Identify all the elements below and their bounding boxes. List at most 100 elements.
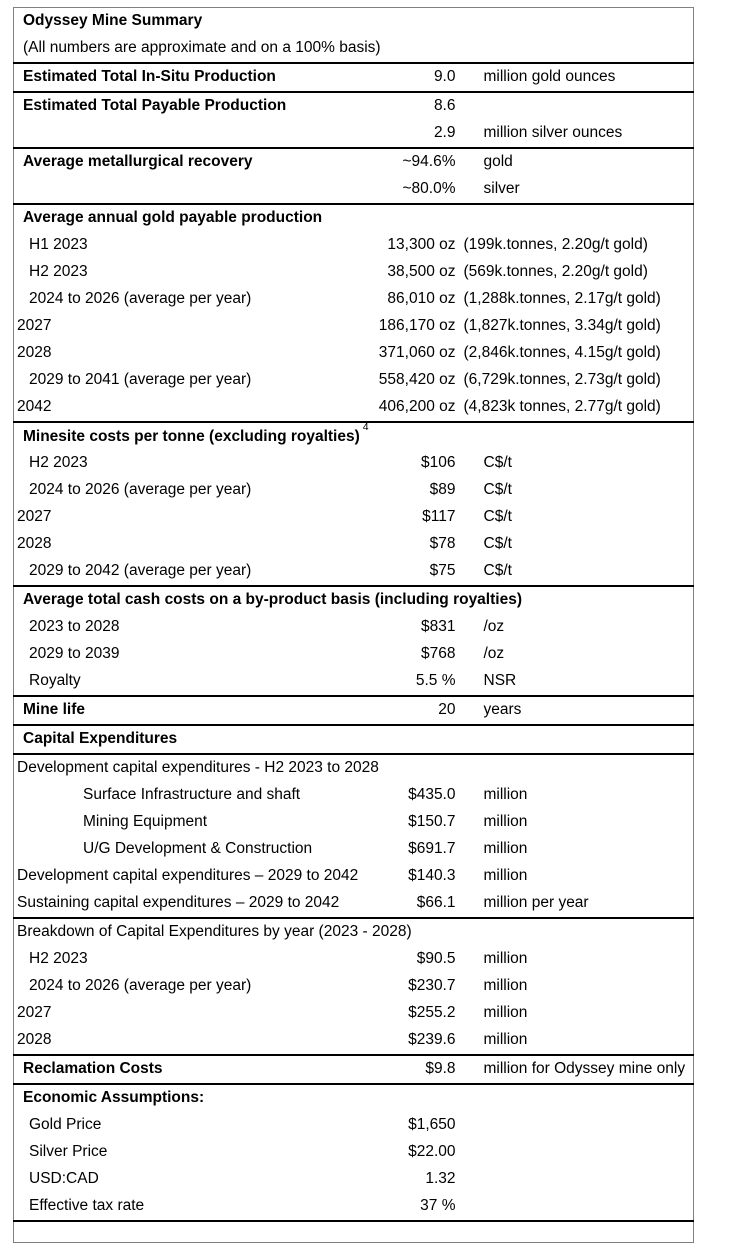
table-row: 2027 $117 C$/t bbox=[14, 504, 694, 531]
table-row: 2024 to 2026 (average per year) 86,010 o… bbox=[14, 286, 694, 313]
section-header: Economic Assumptions: bbox=[13, 1083, 694, 1112]
row-unit bbox=[462, 1112, 694, 1139]
row-value: 86,010 oz bbox=[387, 290, 456, 308]
row-value: $89 bbox=[429, 481, 456, 499]
mine-summary-table: Odyssey Mine Summary (All numbers are ap… bbox=[13, 7, 695, 1243]
table-row: Effective tax rate 37 % bbox=[14, 1193, 694, 1221]
row-label bbox=[14, 176, 372, 204]
row-label: Average metallurgical recovery bbox=[13, 147, 372, 176]
section-insitu-production: Estimated Total In-Situ Production 9.0 m… bbox=[13, 62, 694, 92]
row-value: 2.9 bbox=[433, 124, 456, 142]
page-subtitle: (All numbers are approximate and on a 10… bbox=[23, 39, 381, 57]
row-value: 558,420 oz bbox=[378, 371, 456, 389]
row-unit: /oz bbox=[483, 645, 505, 663]
row-label: Effective tax rate bbox=[29, 1197, 145, 1215]
row-value: $9.8 bbox=[371, 1054, 462, 1084]
row-label: 2029 to 2042 (average per year) bbox=[29, 562, 252, 580]
row-value: $1,650 bbox=[408, 1116, 456, 1134]
table-row: Economic Assumptions: bbox=[13, 1083, 694, 1112]
table-row: Odyssey Mine Summary bbox=[14, 8, 694, 36]
table-row: Estimated Total Payable Production 8.6 bbox=[13, 91, 694, 120]
row-label: 2028 bbox=[17, 535, 52, 553]
section-payable-production: Estimated Total Payable Production 8.6 2… bbox=[13, 91, 694, 148]
table-row: U/G Development & Construction $691.7 mi… bbox=[14, 836, 694, 863]
row-label: 2029 to 2041 (average per year) bbox=[29, 371, 252, 389]
row-label: 2024 to 2026 (average per year) bbox=[29, 481, 252, 499]
table-row: 2028 $78 C$/t bbox=[14, 531, 694, 558]
row-value: 20 bbox=[371, 695, 462, 725]
row-unit: C$/t bbox=[483, 562, 512, 580]
row-unit: million bbox=[483, 1031, 528, 1049]
mine-summary-document: Odyssey Mine Summary (All numbers are ap… bbox=[13, 7, 695, 1243]
row-value: $230.7 bbox=[408, 977, 456, 995]
row-label bbox=[14, 120, 372, 148]
row-label: Development capital expenditures – 2029 … bbox=[17, 867, 359, 885]
table-row: 2029 to 2039 $768 /oz bbox=[14, 641, 694, 668]
section-header: Breakdown of Capital Expenditures by yea… bbox=[13, 917, 694, 946]
row-unit: million bbox=[483, 977, 528, 995]
row-value: $435.0 bbox=[408, 786, 456, 804]
row-label: 2027 bbox=[17, 317, 52, 335]
table-row: 2027 186,170 oz (1,827k.tonnes, 3.34g/t … bbox=[14, 313, 694, 340]
table-row: Average annual gold payable production bbox=[13, 203, 694, 232]
section-header: Capital Expenditures bbox=[13, 724, 694, 754]
section-reclamation-costs: Reclamation Costs $9.8 million for Odyss… bbox=[13, 1054, 694, 1084]
table-row: Average total cash costs on a by-product… bbox=[13, 585, 694, 614]
row-value: $150.7 bbox=[408, 813, 456, 831]
row-unit: C$/t bbox=[483, 481, 512, 499]
row-label: 2028 bbox=[17, 1031, 52, 1049]
row-unit bbox=[462, 1166, 694, 1193]
row-value: 1.32 bbox=[425, 1170, 456, 1188]
table-row: USD:CAD 1.32 bbox=[14, 1166, 694, 1193]
row-value: ~80.0% bbox=[402, 180, 456, 198]
section-header-text: Minesite costs per tonne (excluding roya… bbox=[23, 428, 360, 446]
table-row: 2027 $255.2 million bbox=[14, 1000, 694, 1027]
table-row: 2024 to 2026 (average per year) $89 C$/t bbox=[14, 477, 694, 504]
row-label: 2042 bbox=[17, 398, 52, 416]
row-unit: million gold ounces bbox=[461, 62, 694, 92]
row-label: 2027 bbox=[17, 508, 52, 526]
section-header: Average total cash costs on a by-product… bbox=[13, 585, 694, 614]
row-label: U/G Development & Construction bbox=[83, 840, 313, 858]
row-label: H1 2023 bbox=[29, 236, 88, 254]
row-label: USD:CAD bbox=[29, 1170, 99, 1188]
row-label: H2 2023 bbox=[29, 263, 88, 281]
row-value: $691.7 bbox=[408, 840, 456, 858]
table-row: Average metallurgical recovery ~94.6% go… bbox=[13, 147, 694, 176]
row-unit: million bbox=[483, 950, 528, 968]
row-unit: /oz bbox=[483, 618, 505, 636]
table-row: Gold Price $1,650 bbox=[14, 1112, 694, 1139]
table-row: 2029 to 2041 (average per year) 558,420 … bbox=[14, 367, 694, 394]
row-label: 2028 bbox=[17, 344, 52, 362]
row-label: Gold Price bbox=[29, 1116, 102, 1134]
row-unit: silver bbox=[483, 180, 520, 198]
table-row: H1 2023 13,300 oz (199k.tonnes, 2.20g/t … bbox=[14, 232, 694, 259]
section-header: Minesite costs per tonne (excluding roya… bbox=[13, 421, 694, 450]
row-value: 371,060 oz bbox=[378, 344, 456, 362]
row-unit: (4,823k tonnes, 2.77g/t gold) bbox=[463, 398, 661, 416]
row-unit: million bbox=[483, 786, 528, 804]
row-label: Estimated Total In-Situ Production bbox=[13, 62, 372, 92]
table-row: H2 2023 38,500 oz (569k.tonnes, 2.20g/t … bbox=[14, 259, 694, 286]
section-footer-spacer bbox=[13, 1220, 694, 1243]
table-row: Mine life 20 years bbox=[13, 695, 694, 725]
row-unit: (1,827k.tonnes, 3.34g/t gold) bbox=[463, 317, 661, 335]
table-row: Mining Equipment $150.7 million bbox=[14, 809, 694, 836]
row-unit: million per year bbox=[483, 894, 589, 912]
table-row: 2023 to 2028 $831 /oz bbox=[14, 614, 694, 641]
row-unit: million bbox=[483, 867, 528, 885]
footnote-marker: 4 bbox=[362, 421, 369, 434]
row-value: $22.00 bbox=[408, 1143, 456, 1161]
row-unit bbox=[461, 91, 694, 120]
row-unit: C$/t bbox=[483, 454, 512, 472]
section-title: Odyssey Mine Summary (All numbers are ap… bbox=[14, 8, 694, 64]
section-gold-payable-production: Average annual gold payable production H… bbox=[13, 203, 694, 422]
section-economic-assumptions: Economic Assumptions: Gold Price $1,650 … bbox=[13, 1083, 694, 1221]
row-value: 406,200 oz bbox=[378, 398, 456, 416]
row-unit: (6,729k.tonnes, 2.73g/t gold) bbox=[463, 371, 661, 389]
row-label: Surface Infrastructure and shaft bbox=[83, 786, 301, 804]
row-value: 13,300 oz bbox=[387, 236, 456, 254]
section-minesite-costs: Minesite costs per tonne (excluding roya… bbox=[13, 421, 694, 586]
row-label: H2 2023 bbox=[29, 950, 88, 968]
section-mine-life: Mine life 20 years bbox=[13, 695, 694, 725]
